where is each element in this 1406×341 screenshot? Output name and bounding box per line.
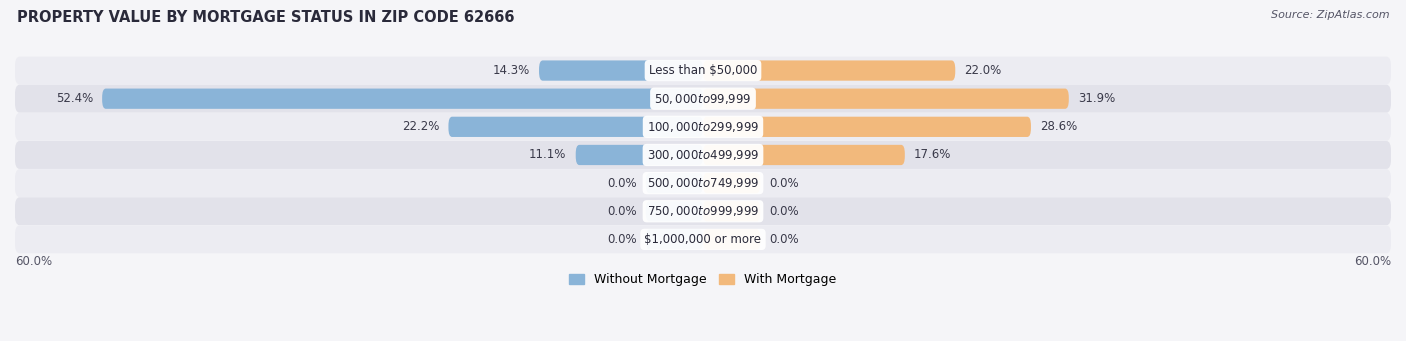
Text: $750,000 to $999,999: $750,000 to $999,999 <box>647 204 759 218</box>
Text: Source: ZipAtlas.com: Source: ZipAtlas.com <box>1271 10 1389 20</box>
Text: 0.0%: 0.0% <box>607 205 637 218</box>
FancyBboxPatch shape <box>15 169 1391 197</box>
Legend: Without Mortgage, With Mortgage: Without Mortgage, With Mortgage <box>564 268 842 291</box>
FancyBboxPatch shape <box>703 173 761 193</box>
Text: 14.3%: 14.3% <box>492 64 530 77</box>
Text: 60.0%: 60.0% <box>15 255 52 268</box>
FancyBboxPatch shape <box>15 197 1391 225</box>
Text: 22.0%: 22.0% <box>965 64 1001 77</box>
Text: 60.0%: 60.0% <box>1354 255 1391 268</box>
Text: 11.1%: 11.1% <box>529 148 567 162</box>
Text: $50,000 to $99,999: $50,000 to $99,999 <box>654 92 752 106</box>
FancyBboxPatch shape <box>645 201 703 221</box>
FancyBboxPatch shape <box>15 141 1391 169</box>
Text: $100,000 to $299,999: $100,000 to $299,999 <box>647 120 759 134</box>
FancyBboxPatch shape <box>703 145 905 165</box>
FancyBboxPatch shape <box>15 225 1391 253</box>
Text: PROPERTY VALUE BY MORTGAGE STATUS IN ZIP CODE 62666: PROPERTY VALUE BY MORTGAGE STATUS IN ZIP… <box>17 10 515 25</box>
Text: 0.0%: 0.0% <box>769 177 799 190</box>
Text: 28.6%: 28.6% <box>1040 120 1077 133</box>
Text: $1,000,000 or more: $1,000,000 or more <box>644 233 762 246</box>
FancyBboxPatch shape <box>703 229 761 250</box>
FancyBboxPatch shape <box>703 201 761 221</box>
FancyBboxPatch shape <box>103 89 703 109</box>
Text: $500,000 to $749,999: $500,000 to $749,999 <box>647 176 759 190</box>
Text: 52.4%: 52.4% <box>56 92 93 105</box>
FancyBboxPatch shape <box>703 60 955 81</box>
FancyBboxPatch shape <box>645 173 703 193</box>
FancyBboxPatch shape <box>575 145 703 165</box>
Text: Less than $50,000: Less than $50,000 <box>648 64 758 77</box>
Text: 22.2%: 22.2% <box>402 120 439 133</box>
Text: 17.6%: 17.6% <box>914 148 952 162</box>
FancyBboxPatch shape <box>449 117 703 137</box>
FancyBboxPatch shape <box>538 60 703 81</box>
FancyBboxPatch shape <box>703 117 1031 137</box>
FancyBboxPatch shape <box>15 113 1391 141</box>
Text: 0.0%: 0.0% <box>607 177 637 190</box>
FancyBboxPatch shape <box>15 57 1391 85</box>
Text: 0.0%: 0.0% <box>607 233 637 246</box>
FancyBboxPatch shape <box>703 89 1069 109</box>
Text: 0.0%: 0.0% <box>769 205 799 218</box>
FancyBboxPatch shape <box>645 229 703 250</box>
FancyBboxPatch shape <box>15 85 1391 113</box>
Text: 31.9%: 31.9% <box>1078 92 1115 105</box>
Text: $300,000 to $499,999: $300,000 to $499,999 <box>647 148 759 162</box>
Text: 0.0%: 0.0% <box>769 233 799 246</box>
